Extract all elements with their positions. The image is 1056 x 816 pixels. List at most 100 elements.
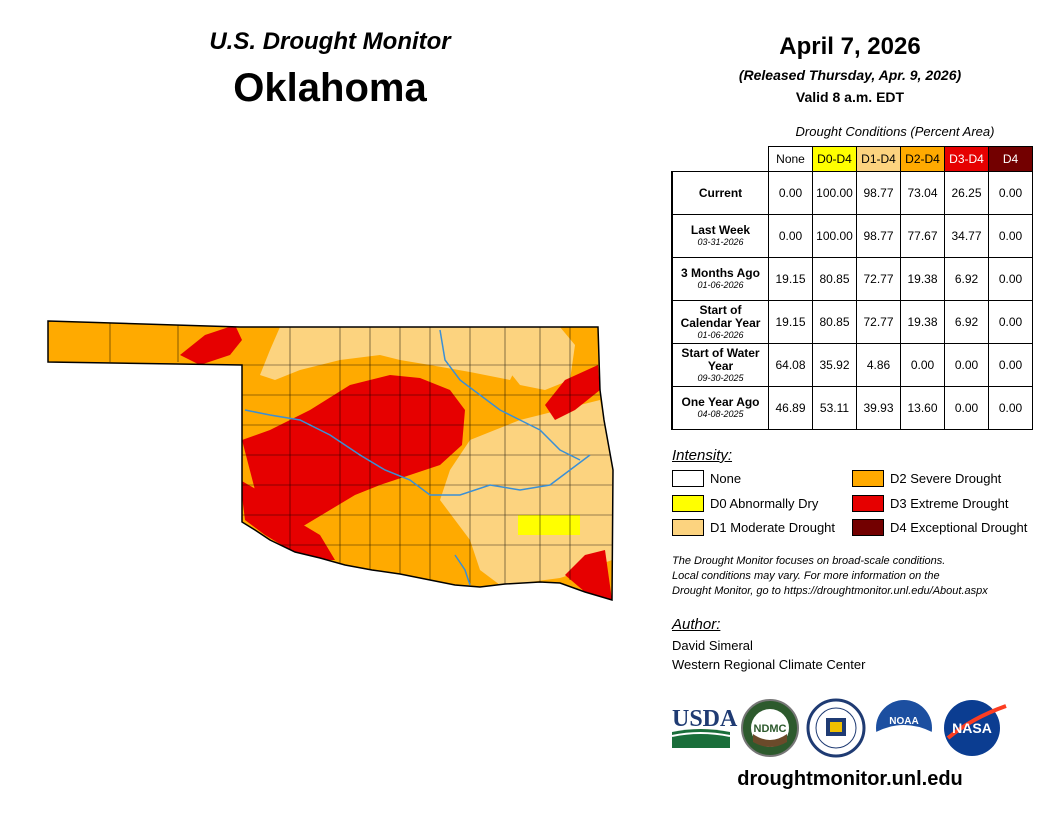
table-cell: 0.00 bbox=[988, 214, 1033, 258]
row-label-date: 04-08-2025 bbox=[697, 409, 744, 419]
usda-logo-text: USDA bbox=[672, 706, 738, 732]
column-header-none: None bbox=[768, 146, 813, 172]
table-cell: 19.15 bbox=[768, 257, 813, 301]
table-row: One Year Ago 04-08-2025 46.89 53.11 39.93 13.… bbox=[671, 386, 1033, 430]
legend-swatch bbox=[852, 470, 884, 487]
map-date: April 7, 2026 bbox=[779, 33, 921, 60]
noaa-logo: NOAA bbox=[876, 700, 932, 760]
table-cell: 72.77 bbox=[856, 300, 901, 344]
oklahoma-drought-map bbox=[47, 320, 614, 602]
table-cell: 0.00 bbox=[988, 171, 1033, 215]
legend-swatch bbox=[852, 519, 884, 536]
column-header-d3-d4: D3-D4 bbox=[944, 146, 989, 172]
author-name: David Simeral bbox=[672, 638, 753, 653]
legend-swatch bbox=[672, 470, 704, 487]
table-cell: 13.60 bbox=[900, 386, 945, 430]
column-header-d0-d4: D0-D4 bbox=[812, 146, 857, 172]
agency-logos: USDA NDMC NOAA NASA bbox=[671, 698, 1007, 760]
note-line-3: Drought Monitor, go to https://droughtmo… bbox=[672, 585, 988, 597]
conditions-table: None D0-D4 D1-D4 D2-D4 D3-D4 D4 Current 0.00 10… bbox=[671, 146, 1033, 430]
table-cell: 19.15 bbox=[768, 300, 813, 344]
rivers bbox=[244, 329, 591, 586]
table-row: Start of Water Year 09-30-2025 64.08 35.92 4… bbox=[671, 343, 1033, 387]
table-cell: 80.85 bbox=[812, 257, 857, 301]
d3-region-southwest bbox=[240, 480, 335, 560]
table-cell: 4.86 bbox=[856, 343, 901, 387]
table-cell: 0.00 bbox=[988, 386, 1033, 430]
table-cell: 6.92 bbox=[944, 257, 989, 301]
row-label-date: 03-31-2026 bbox=[697, 237, 744, 247]
d3-region-northeast bbox=[545, 365, 600, 420]
table-cell: 0.00 bbox=[944, 343, 989, 387]
row-label-date: 01-06-2026 bbox=[697, 280, 744, 290]
legend-swatch bbox=[672, 519, 704, 536]
d3-region-panhandle bbox=[180, 325, 242, 365]
website-link[interactable]: droughtmonitor.unl.edu bbox=[737, 768, 963, 790]
row-label-name: Last Week bbox=[690, 223, 751, 237]
d1-region-north-central bbox=[440, 327, 575, 390]
table-cell: 0.00 bbox=[944, 386, 989, 430]
note-line-1: The Drought Monitor focuses on broad-sca… bbox=[672, 555, 946, 567]
state-title: Oklahoma bbox=[233, 66, 427, 110]
table-cell: 0.00 bbox=[988, 257, 1033, 301]
table-cell: 0.00 bbox=[900, 343, 945, 387]
table-corner bbox=[672, 147, 769, 172]
table-cell: 46.89 bbox=[768, 386, 813, 430]
table-cell: 0.00 bbox=[768, 171, 813, 215]
row-label-name: Current bbox=[698, 185, 743, 200]
table-cell: 6.92 bbox=[944, 300, 989, 344]
state-outline bbox=[47, 320, 614, 602]
d1-region-northeast bbox=[260, 327, 520, 380]
author-org: Western Regional Climate Center bbox=[672, 657, 866, 672]
legend-label: D0 Abnormally Dry bbox=[710, 496, 819, 511]
table-cell: 0.00 bbox=[988, 300, 1033, 344]
nasa-logo: NASA bbox=[944, 700, 1007, 756]
ndmc-logo: NDMC bbox=[741, 699, 799, 757]
d3-region-southeast bbox=[565, 550, 612, 600]
legend-label: D1 Moderate Drought bbox=[710, 520, 836, 535]
ndmc-logo-text: NDMC bbox=[754, 723, 787, 735]
row-label: Start of Calendar Year 01-06-2026 bbox=[671, 300, 769, 344]
row-label-name: Start of Calendar Year bbox=[680, 302, 761, 330]
legend-swatch bbox=[672, 495, 704, 512]
doc-seal-logo bbox=[806, 698, 866, 758]
row-label: One Year Ago 04-08-2025 bbox=[671, 386, 769, 430]
table-cell: 100.00 bbox=[812, 214, 857, 258]
county-lines bbox=[109, 321, 612, 585]
table-cell: 72.77 bbox=[856, 257, 901, 301]
disclaimer-note: The Drought Monitor focuses on broad-sca… bbox=[672, 554, 1052, 599]
row-label-name: Start of Water Year bbox=[681, 345, 760, 373]
row-label-name: 3 Months Ago bbox=[681, 266, 760, 280]
table-cell: 80.85 bbox=[812, 300, 857, 344]
row-label-date: 09-30-2025 bbox=[697, 372, 744, 383]
legend-title: Intensity: bbox=[672, 447, 733, 464]
table-cell: 100.00 bbox=[812, 171, 857, 215]
table-cell: 98.77 bbox=[856, 214, 901, 258]
column-header-d4: D4 bbox=[988, 146, 1033, 172]
row-label: Current bbox=[671, 171, 769, 215]
row-label: Last Week 03-31-2026 bbox=[671, 214, 769, 258]
table-cell: 39.93 bbox=[856, 386, 901, 430]
table-cell: 26.25 bbox=[944, 171, 989, 215]
release-date: (Released Thursday, Apr. 9, 2026) bbox=[738, 67, 962, 83]
legend-swatch bbox=[852, 495, 884, 512]
usda-logo: USDA bbox=[671, 706, 738, 748]
table-cell: 34.77 bbox=[944, 214, 989, 258]
table-row: 3 Months Ago 01-06-2026 19.15 80.85 72.77 19.… bbox=[671, 257, 1033, 301]
valid-time: Valid 8 a.m. EDT bbox=[795, 89, 905, 105]
table-row: Current 0.00 100.00 98.77 73.04 26.25 0.00 bbox=[671, 171, 1033, 215]
note-line-2: Local conditions may vary. For more info… bbox=[672, 570, 940, 582]
column-header-d1-d4: D1-D4 bbox=[856, 146, 901, 172]
row-label-date: 01-06-2026 bbox=[697, 329, 744, 340]
legend-label: D3 Extreme Drought bbox=[890, 496, 1009, 511]
noaa-logo-text: NOAA bbox=[889, 716, 918, 727]
table-cell: 19.38 bbox=[900, 257, 945, 301]
table-cell: 35.92 bbox=[812, 343, 857, 387]
legend-label: D2 Severe Drought bbox=[890, 471, 1002, 486]
legend-label: None bbox=[710, 471, 742, 486]
table-cell: 98.77 bbox=[856, 171, 901, 215]
table-cell: 64.08 bbox=[768, 343, 813, 387]
table-cell: 77.67 bbox=[900, 214, 945, 258]
author-heading: Author: bbox=[672, 616, 721, 633]
table-cell: 0.00 bbox=[988, 343, 1033, 387]
